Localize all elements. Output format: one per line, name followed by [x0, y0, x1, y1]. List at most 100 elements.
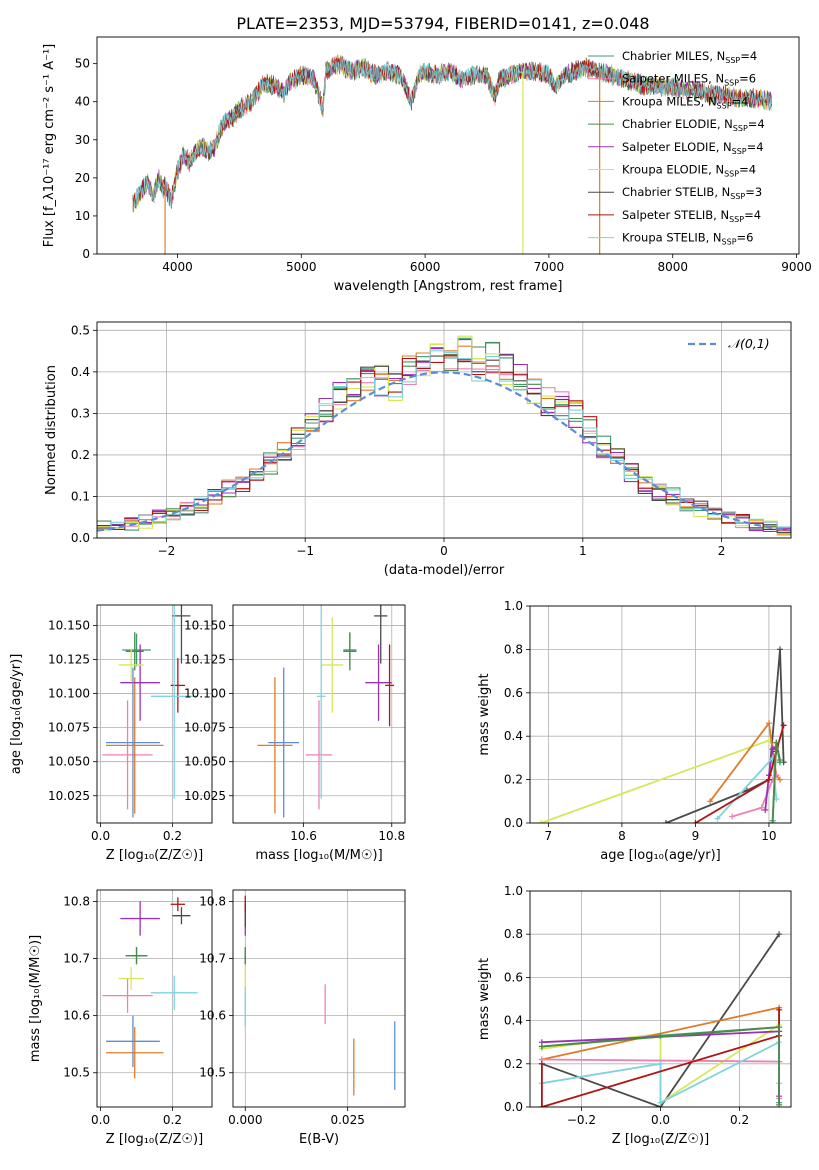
- x-axis-label: age [log₁₀(age/yr)]: [600, 848, 721, 863]
- weight-marker: [762, 806, 769, 813]
- x-tick-label: 0.025: [330, 1113, 364, 1127]
- x-tick-label: 0.0: [651, 1113, 670, 1127]
- weight-marker: [776, 1024, 783, 1031]
- y-tick-label: 10.075: [48, 721, 90, 735]
- y-tick-label: 30: [75, 133, 90, 147]
- axes-frame: [96, 36, 800, 255]
- y-tick-label: 40: [75, 95, 90, 109]
- x-tick-label: 9: [692, 829, 700, 843]
- weight-marker: [663, 820, 670, 823]
- y-tick-label: 10: [75, 209, 90, 223]
- weight-line: [694, 725, 785, 823]
- weight-marker: [776, 646, 783, 653]
- legend-label: Salpeter ELODIE, NSSP=4: [622, 140, 764, 156]
- axes-frame: [96, 604, 213, 824]
- age_vs_mass-plot-area: [257, 605, 394, 818]
- age_vs_Z-plot-area: [102, 605, 198, 818]
- legend-label: Kroupa MILES, NSSP=4: [622, 94, 748, 110]
- mass_vs_Z-plot-area: [102, 897, 198, 1079]
- y-tick-label: 1.0: [504, 884, 523, 898]
- weight-marker: [776, 757, 783, 764]
- x-tick-label: 10: [761, 829, 776, 843]
- y-tick-label: 10.8: [63, 894, 90, 908]
- x-axis-label: (data-model)/error: [384, 563, 505, 578]
- x-tick-label: 5000: [286, 260, 317, 274]
- age_vs_Z-panel: 0.0 0.2 10.025 10.050 10.075 10.100 10.125 10.1…: [9, 604, 213, 863]
- weight-marker: [657, 1060, 664, 1067]
- y-tick-label: 0.2: [71, 448, 90, 462]
- x-tick-label: 6000: [410, 260, 441, 274]
- x-axis-label: mass [log₁₀(M/M☉)]: [255, 848, 382, 863]
- x-tick-label: 7000: [534, 260, 565, 274]
- y-tick-label: 10.7: [199, 952, 226, 966]
- x-axis-label: E(B-V): [299, 1132, 339, 1147]
- x-tick-label: 9000: [781, 260, 812, 274]
- x-tick-label: −0.2: [567, 1113, 596, 1127]
- y-tick-label: 10.8: [199, 894, 226, 908]
- x-tick-label: 0.2: [730, 1113, 749, 1127]
- spectrum-plot-area: [132, 54, 773, 254]
- x-axis-label: Z [log₁₀(Z/Z☉)]: [106, 1132, 203, 1147]
- y-axis-label: age [log₁₀(age/yr)]: [9, 654, 24, 775]
- x-tick-label: 2: [718, 544, 726, 558]
- histogram-step: [97, 354, 791, 534]
- y-tick-label: 0.0: [504, 816, 523, 830]
- age_vs_mass-panel: 10.6 10.8 10.025 10.050 10.075 10.100 10.125 10…: [184, 604, 406, 863]
- weight_vs_Z-panel: −0.2 0.0 0.2 0.0 0.2 0.4 0.6 0.8 1.0 Z [log₁₀(Z/Z…: [477, 884, 792, 1147]
- y-tick-label: 20: [75, 171, 90, 185]
- y-tick-label: 10.075: [184, 721, 226, 735]
- legend-label: 𝒩(0,1): [728, 336, 770, 351]
- weight_vs_age-plot-area: [538, 646, 787, 823]
- weight-marker: [776, 1006, 783, 1013]
- y-tick-label: 10.025: [184, 789, 226, 803]
- y-axis-label: Normed distribution: [44, 365, 59, 495]
- x-tick-label: −2: [158, 544, 176, 558]
- weight-marker: [769, 820, 776, 823]
- y-tick-label: 0.2: [504, 1057, 523, 1071]
- y-tick-label: 10.6: [63, 1009, 90, 1023]
- y-tick-label: 0.1: [71, 489, 90, 503]
- histogram-step: [97, 355, 791, 531]
- legend-label: Chabrier ELODIE, NSSP=4: [622, 117, 765, 133]
- y-tick-label: 0.6: [504, 970, 523, 984]
- axes-frame: [232, 604, 406, 824]
- y-tick-label: 10.125: [184, 653, 226, 667]
- y-axis-label: mass weight: [477, 673, 492, 755]
- y-tick-label: 10.100: [48, 687, 90, 701]
- weight-marker: [538, 1043, 545, 1050]
- mass_vs_EBV-panel: 0.000 0.025 10.5 10.6 10.7 10.8 E(B-V): [199, 889, 406, 1147]
- x-tick-label: 8000: [657, 260, 688, 274]
- x-tick-label: 0.2: [163, 829, 182, 843]
- y-tick-label: 10.6: [199, 1009, 226, 1023]
- weight-marker: [758, 804, 765, 811]
- y-tick-label: 0.6: [504, 686, 523, 700]
- weight-marker: [707, 798, 714, 805]
- x-tick-label: 0.000: [228, 1113, 262, 1127]
- y-tick-label: 10.025: [48, 789, 90, 803]
- x-axis-label: wavelength [Angstrom, rest frame]: [334, 279, 563, 294]
- axes-frame: [529, 890, 792, 1108]
- spectrum-line: [132, 58, 773, 209]
- figure-title: PLATE=2353, MJD=53794, FIBERID=0141, z=0…: [236, 14, 649, 33]
- y-tick-label: 10.5: [199, 1066, 226, 1080]
- x-tick-label: 8: [618, 829, 626, 843]
- weight-line: [764, 746, 777, 811]
- legend-label: Kroupa STELIB, NSSP=6: [622, 231, 753, 247]
- weight-marker: [692, 820, 699, 823]
- weight-marker: [776, 931, 783, 938]
- y-tick-label: 10.050: [184, 755, 226, 769]
- y-tick-label: 10.125: [48, 653, 90, 667]
- y-tick-label: 0.0: [71, 531, 90, 545]
- legend-label: Chabrier MILES, NSSP=4: [622, 49, 757, 65]
- y-tick-label: 0.2: [504, 773, 523, 787]
- x-tick-label: 1: [579, 544, 587, 558]
- axes-frame: [96, 321, 792, 539]
- spectrum-panel: 4000 5000 6000 7000 8000 9000 0 10 20 30 40 50 wavel…: [42, 36, 812, 294]
- weight-line: [541, 933, 780, 1107]
- x-tick-label: 0: [440, 544, 448, 558]
- y-tick-label: 10.5: [63, 1066, 90, 1080]
- weight-marker: [769, 746, 776, 753]
- y-tick-label: 10.150: [48, 618, 90, 632]
- legend-label: Chabrier STELIB, NSSP=3: [622, 185, 762, 201]
